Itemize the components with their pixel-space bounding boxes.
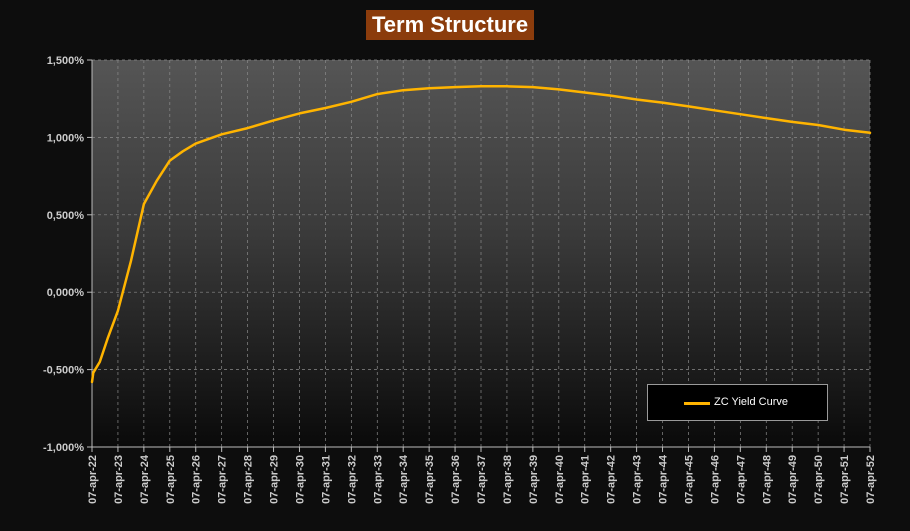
series-line-zc-yield-curve bbox=[90, 85, 872, 384]
x-tick-label: 07-apr-52 bbox=[865, 455, 877, 504]
y-tick-label: 0,000% bbox=[47, 287, 85, 299]
x-tick-label: 07-apr-22 bbox=[87, 455, 99, 504]
x-tick-label: 07-apr-49 bbox=[787, 455, 799, 504]
x-tick-label: 07-apr-38 bbox=[502, 455, 514, 504]
x-tick-label: 07-apr-30 bbox=[294, 455, 306, 504]
x-tick-label: 07-apr-41 bbox=[580, 455, 592, 504]
x-tick-label: 07-apr-29 bbox=[269, 455, 281, 504]
x-tick-label: 07-apr-46 bbox=[709, 455, 721, 504]
x-tick-label: 07-apr-47 bbox=[735, 455, 747, 504]
y-tick-label: 1,500% bbox=[47, 55, 85, 67]
legend-label-zc-yield-curve: ZC Yield Curve bbox=[714, 396, 788, 408]
x-tick-label: 07-apr-32 bbox=[346, 455, 358, 504]
gridlines bbox=[92, 59, 871, 448]
x-tick-label: 07-apr-33 bbox=[372, 455, 384, 504]
y-tick-labels: -1,000% -0,500% 0,000% 0,500% 1,000% 1,500% bbox=[43, 55, 84, 454]
x-tick-label: 07-apr-37 bbox=[476, 455, 488, 504]
x-tick-label: 07-apr-39 bbox=[528, 455, 540, 504]
x-tick-label: 07-apr-31 bbox=[320, 455, 332, 504]
x-tick-labels: 07-apr-22 07-apr-23 07-apr-24 07-apr-25 07-a… bbox=[87, 454, 877, 504]
x-tick-label: 07-apr-34 bbox=[398, 454, 410, 504]
x-tick-label: 07-apr-23 bbox=[113, 455, 125, 504]
legend-swatch-zc-yield-curve bbox=[684, 402, 710, 405]
y-tick-label: 1,000% bbox=[47, 132, 85, 144]
x-tick-label: 07-apr-25 bbox=[165, 455, 177, 504]
chart-title: Term Structure bbox=[366, 10, 535, 40]
x-tick-label: 07-apr-36 bbox=[450, 455, 462, 504]
x-tick-label: 07-apr-48 bbox=[761, 455, 773, 504]
x-tick-label: 07-apr-43 bbox=[632, 455, 644, 504]
x-tick-label: 07-apr-45 bbox=[683, 455, 695, 504]
x-tick-label: 07-apr-42 bbox=[606, 455, 618, 504]
y-tick-label: 0,500% bbox=[47, 210, 85, 222]
series-lines bbox=[90, 85, 872, 384]
x-tick-label: 07-apr-44 bbox=[658, 454, 670, 504]
legend: ZC Yield Curve bbox=[647, 384, 828, 421]
x-tick-label: 07-apr-28 bbox=[243, 455, 255, 504]
y-tick-label: -1,000% bbox=[43, 442, 84, 454]
x-tick-label: 07-apr-40 bbox=[554, 455, 566, 504]
x-tick-label: 07-apr-50 bbox=[813, 455, 825, 504]
x-tick-label: 07-apr-26 bbox=[191, 455, 203, 504]
x-tick-label: 07-apr-51 bbox=[839, 455, 851, 504]
y-tick-label: -0,500% bbox=[43, 365, 84, 377]
x-tick-label: 07-apr-35 bbox=[424, 455, 436, 504]
x-tick-label: 07-apr-27 bbox=[217, 455, 229, 504]
x-tick-label: 07-apr-24 bbox=[139, 454, 151, 504]
